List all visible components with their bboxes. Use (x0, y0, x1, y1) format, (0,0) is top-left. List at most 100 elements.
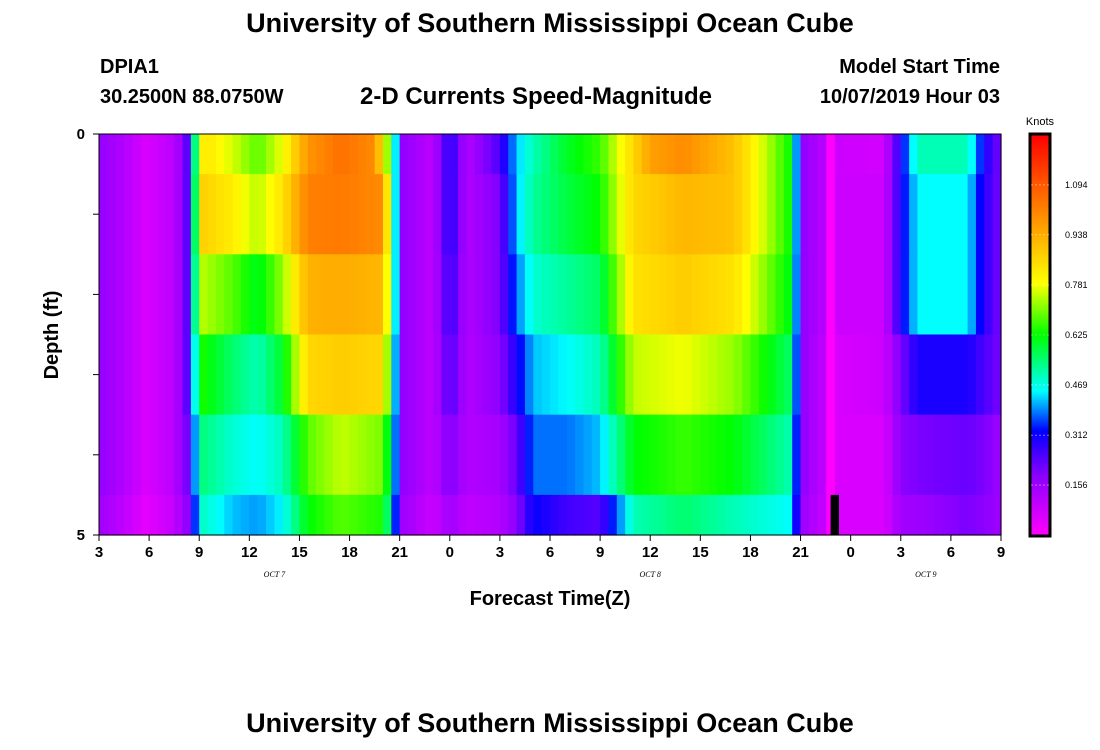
heatmap-cell (190, 134, 200, 175)
heatmap-cell (132, 494, 142, 536)
heatmap-cell (758, 414, 768, 496)
heatmap-cell (942, 414, 952, 496)
heatmap-cell (900, 134, 910, 175)
heatmap-cell (650, 414, 660, 496)
heatmap-cell (666, 174, 676, 255)
heatmap-cell (900, 174, 910, 255)
heatmap-cell (399, 254, 409, 336)
x-axis-label: Forecast Time(Z) (470, 588, 631, 610)
heatmap-cell (867, 254, 877, 336)
heatmap-cell (850, 494, 860, 536)
heatmap-cell (758, 174, 768, 255)
heatmap-cell (382, 134, 392, 175)
heatmap-cell (950, 174, 960, 255)
heatmap-cell (833, 254, 843, 336)
heatmap-cell (700, 414, 710, 496)
heatmap-cell (566, 334, 576, 416)
heatmap-cell (742, 174, 752, 255)
heatmap-cell (833, 334, 843, 416)
heatmap-cell (959, 494, 969, 536)
heatmap-cell (307, 414, 317, 496)
heatmap-cell (875, 334, 885, 416)
heatmap-cell (800, 414, 810, 496)
heatmap-cell (516, 254, 526, 336)
heatmap-cell (909, 334, 919, 416)
heatmap-cell (658, 254, 668, 336)
station-coordinates: 30.2500N 88.0750W (100, 86, 284, 108)
heatmap-cell (767, 334, 777, 416)
heatmap-cell (483, 174, 493, 255)
heatmap-cell (742, 494, 752, 536)
heatmap-cell (190, 494, 200, 536)
heatmap-cell (140, 494, 150, 536)
heatmap-cell (474, 334, 484, 416)
heatmap-cell (524, 334, 534, 416)
heatmap-cell (959, 334, 969, 416)
heatmap-cell (566, 254, 576, 336)
heatmap-cell (833, 134, 843, 175)
heatmap-cell (190, 334, 200, 416)
heatmap-cell (917, 414, 927, 496)
heatmap-cell (124, 414, 134, 496)
heatmap-cell (942, 134, 952, 175)
heatmap-cell (533, 174, 543, 255)
heatmap-cell (984, 134, 994, 175)
colorbar-tick-label: 0.156 (1065, 480, 1088, 490)
heatmap-cell (533, 334, 543, 416)
heatmap-cell (725, 334, 735, 416)
heatmap-cell (616, 334, 626, 416)
heatmap-cell (282, 174, 292, 255)
heatmap-cell (366, 174, 376, 255)
heatmap-cell (959, 174, 969, 255)
heatmap-cell (341, 494, 351, 536)
heatmap-cell (508, 174, 518, 255)
heatmap-cell (758, 494, 768, 536)
heatmap-cell (975, 134, 985, 175)
heatmap-cell (583, 494, 593, 536)
heatmap-cell (332, 254, 342, 336)
heatmap-cell (291, 334, 301, 416)
x-tick-label: 18 (341, 544, 358, 561)
heatmap-cell (917, 134, 927, 175)
heatmap-cell (533, 134, 543, 175)
heatmap-cell (541, 174, 551, 255)
heatmap-cell (608, 334, 618, 416)
heatmap-cell (266, 334, 275, 416)
heatmap-cell (792, 134, 802, 175)
heatmap-cell (266, 174, 275, 255)
heatmap-cell (817, 174, 827, 255)
heatmap-cell (925, 334, 935, 416)
heatmap-cell (967, 254, 977, 336)
heatmap-cell (750, 134, 760, 175)
heatmap-cell (934, 334, 944, 416)
heatmap-cell (416, 134, 426, 175)
heatmap-cell (215, 174, 225, 255)
heatmap-cell (925, 174, 935, 255)
heatmap-cell (140, 174, 150, 255)
heatmap-cell (900, 494, 910, 536)
heatmap-cell (950, 254, 960, 336)
heatmap-cell (992, 134, 1002, 175)
heatmap-cell (641, 334, 651, 416)
heatmap-cell (700, 494, 710, 536)
heatmap-cell (282, 254, 292, 336)
heatmap-cell (691, 174, 701, 255)
heatmap-cell (524, 174, 534, 255)
heatmap-cell (817, 254, 827, 336)
heatmap-cell (508, 134, 518, 175)
heatmap-cell (942, 494, 952, 536)
heatmap-cell (750, 494, 760, 536)
heatmap-cell (767, 254, 777, 336)
heatmap-cell (900, 414, 910, 496)
heatmap-cell (115, 254, 125, 336)
heatmap-cell (984, 494, 994, 536)
heatmap-cell (675, 494, 685, 536)
heatmap-cell (666, 254, 676, 336)
heatmap-cell (842, 414, 852, 496)
heatmap-cell (399, 414, 409, 496)
heatmap-cell (950, 494, 960, 536)
heatmap-cell (483, 134, 493, 175)
heatmap-cell (733, 174, 743, 255)
heatmap-cell (433, 254, 443, 336)
heatmap-cell (575, 254, 585, 336)
